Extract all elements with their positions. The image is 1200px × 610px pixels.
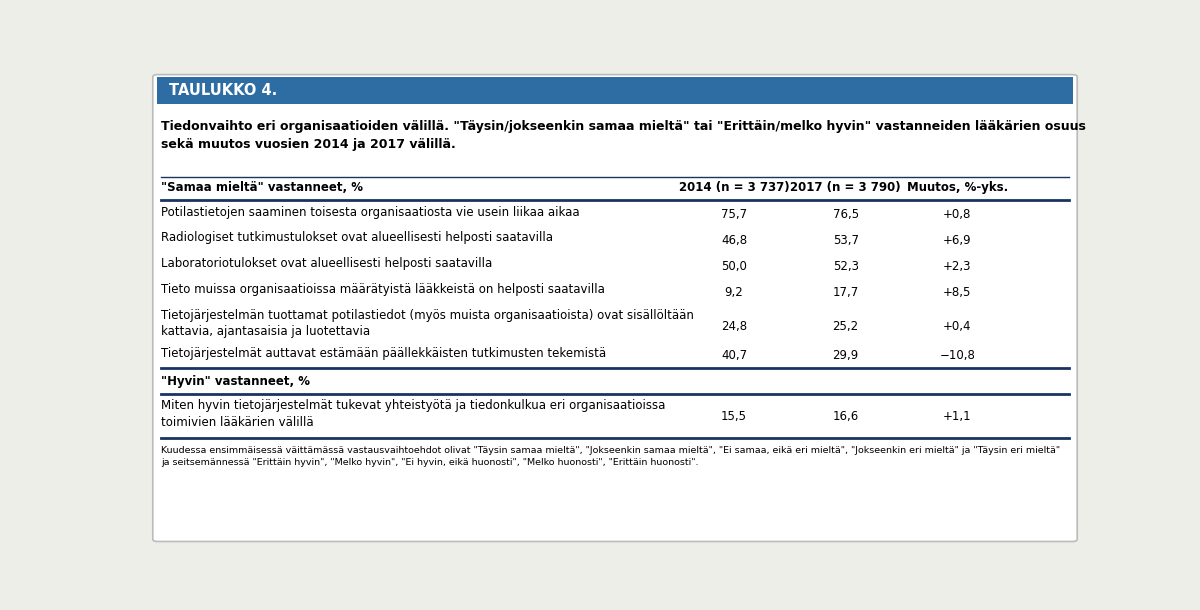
Text: 17,7: 17,7 (833, 285, 859, 299)
Text: 75,7: 75,7 (721, 208, 748, 221)
Text: Tiedonvaihto eri organisaatioiden välillä. "Täysin/jokseenkin samaa mieltä" tai : Tiedonvaihto eri organisaatioiden välill… (161, 120, 1086, 151)
Text: Tietojärjestelmät auttavat estämään päällekkäisten tutkimusten tekemistä: Tietojärjestelmät auttavat estämään pääl… (161, 346, 606, 359)
Text: Miten hyvin tietojärjestelmät tukevat yhteistyötä ja tiedonkulkua eri organisaat: Miten hyvin tietojärjestelmät tukevat yh… (161, 399, 666, 429)
Text: "Hyvin" vastanneet, %: "Hyvin" vastanneet, % (161, 375, 310, 388)
Text: +2,3: +2,3 (943, 260, 972, 273)
Text: 29,9: 29,9 (833, 349, 859, 362)
Text: 2017 (n = 3 790): 2017 (n = 3 790) (791, 181, 901, 194)
Text: Tieto muissa organisaatioissa määrätyistä lääkkeistä on helposti saatavilla: Tieto muissa organisaatioissa määrätyist… (161, 283, 605, 296)
Text: +1,1: +1,1 (943, 410, 972, 423)
Text: Muutos, %-yks.: Muutos, %-yks. (907, 181, 1008, 194)
Text: 25,2: 25,2 (833, 320, 859, 333)
Text: 9,2: 9,2 (725, 285, 744, 299)
Text: +8,5: +8,5 (943, 285, 972, 299)
Text: 24,8: 24,8 (721, 320, 748, 333)
Text: 40,7: 40,7 (721, 349, 748, 362)
FancyBboxPatch shape (152, 74, 1078, 542)
Text: Kuudessa ensimmäisessä väittämässä vastausvaihtoehdot olivat "Täysin samaa mielt: Kuudessa ensimmäisessä väittämässä vasta… (161, 446, 1061, 467)
Text: 16,6: 16,6 (833, 410, 859, 423)
Text: TAULUKKO 4.: TAULUKKO 4. (168, 83, 277, 98)
Text: +6,9: +6,9 (943, 234, 972, 247)
Text: −10,8: −10,8 (940, 349, 976, 362)
Text: +0,8: +0,8 (943, 208, 972, 221)
Text: Potilastietojen saaminen toisesta organisaatiosta vie usein liikaa aikaa: Potilastietojen saaminen toisesta organi… (161, 206, 580, 218)
Text: +0,4: +0,4 (943, 320, 972, 333)
Text: 46,8: 46,8 (721, 234, 748, 247)
Text: Laboratoriotulokset ovat alueellisesti helposti saatavilla: Laboratoriotulokset ovat alueellisesti h… (161, 257, 492, 270)
Text: 76,5: 76,5 (833, 208, 859, 221)
Text: 2014 (n = 3 737): 2014 (n = 3 737) (679, 181, 790, 194)
FancyBboxPatch shape (157, 77, 1073, 104)
Text: 52,3: 52,3 (833, 260, 859, 273)
Text: 53,7: 53,7 (833, 234, 859, 247)
Text: 50,0: 50,0 (721, 260, 746, 273)
Text: "Samaa mieltä" vastanneet, %: "Samaa mieltä" vastanneet, % (161, 181, 364, 194)
Text: Tietojärjestelmän tuottamat potilastiedot (myös muista organisaatioista) ovat si: Tietojärjestelmän tuottamat potilastiedo… (161, 309, 694, 339)
Text: 15,5: 15,5 (721, 410, 748, 423)
Text: Radiologiset tutkimustulokset ovat alueellisesti helposti saatavilla: Radiologiset tutkimustulokset ovat aluee… (161, 231, 553, 245)
